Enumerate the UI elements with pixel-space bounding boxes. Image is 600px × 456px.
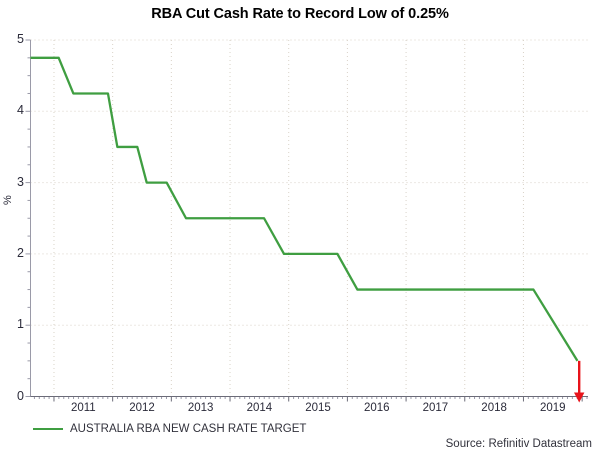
y-tick-label: 4 [17,103,24,118]
y-tick-label: 0 [17,388,24,403]
legend-series-label: AUSTRALIA RBA NEW CASH RATE TARGET [70,423,307,435]
x-tick-label: 2016 [363,402,390,414]
axis-ticks [25,39,588,402]
x-tick-label: 2017 [422,402,449,414]
arrow-head [573,392,585,403]
x-tick-label: 2013 [187,402,214,414]
x-tick-label: 2011 [70,402,96,414]
x-tick-label: 2012 [129,402,155,414]
x-tick-label: 2014 [246,402,273,414]
red-down-arrow-annotation [573,360,585,403]
gridlines [30,39,588,397]
chart-legend: AUSTRALIA RBA NEW CASH RATE TARGET [33,423,306,435]
y-axis-title: % [2,195,14,205]
cash-rate-line [30,56,579,362]
x-tick-label: 2018 [481,402,507,414]
y-tick-label: 5 [17,32,24,46]
y-tick-label: 2 [17,245,24,260]
x-tick-label: 2015 [305,402,331,414]
chart-title: RBA Cut Cash Rate to Record Low of 0.25% [151,6,449,22]
y-tick-label: 3 [17,174,24,189]
legend-color-swatch [33,428,63,430]
y-tick-label: 1 [17,317,24,332]
source-attribution: Source: Refinitiv Datastream [445,438,592,450]
x-tick-label: 2019 [539,402,566,414]
